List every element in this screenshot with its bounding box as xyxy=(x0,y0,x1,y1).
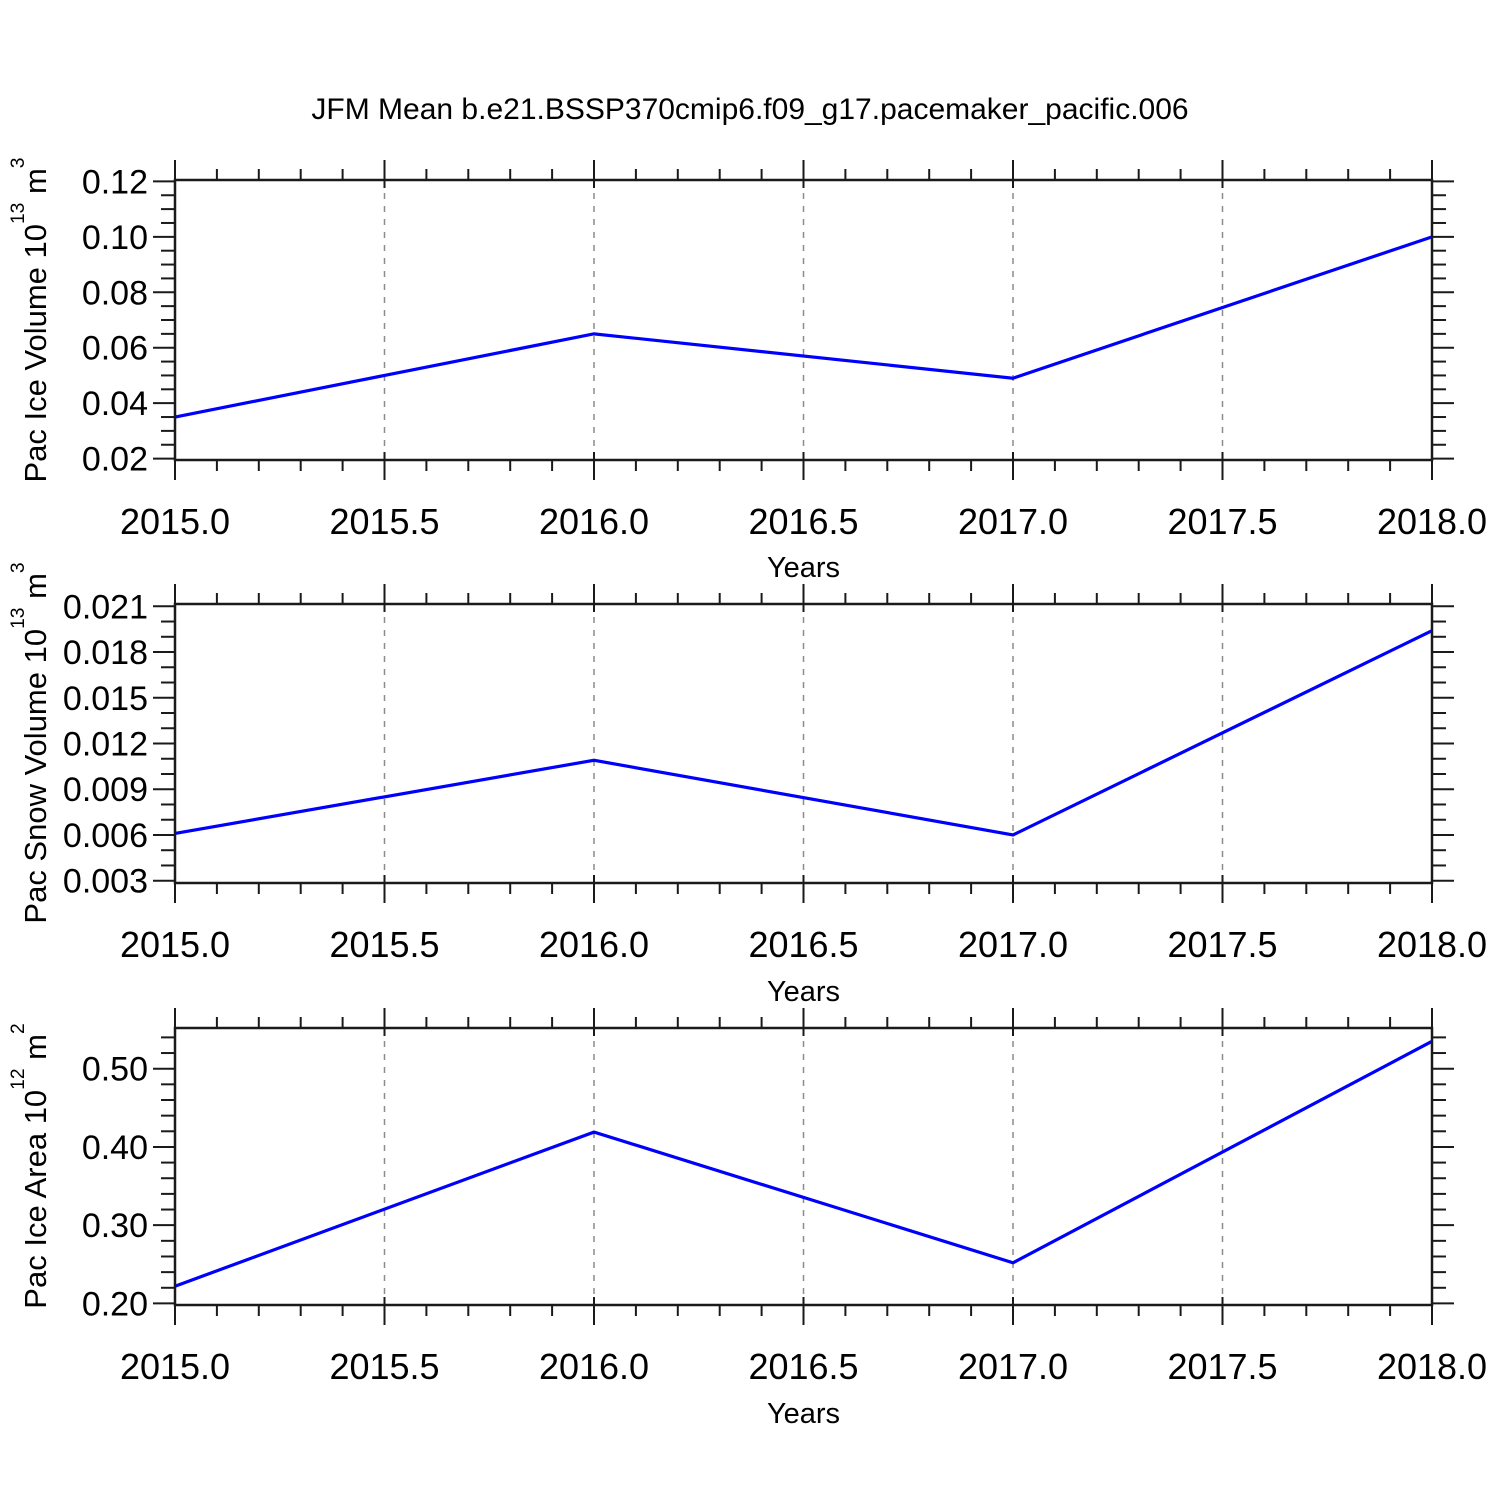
y-tick-label: 0.02 xyxy=(82,441,148,479)
y-tick-label: 0.021 xyxy=(63,588,148,626)
y-axis-title-exponent: 13 xyxy=(8,607,30,629)
chart-title: JFM Mean b.e21.BSSP370cmip6.f09_g17.pace… xyxy=(311,93,1189,126)
x-tick-label: 2015.5 xyxy=(329,924,439,965)
x-tick-label: 2015.0 xyxy=(120,501,230,542)
x-axis-title-years-panel1: Years xyxy=(766,552,841,584)
y-tick-label: 0.003 xyxy=(63,863,148,901)
y-axis-title-pac-ice-volume: Pac Ice Volume 1013 m3 xyxy=(8,158,54,483)
x-tick-label: 2017.0 xyxy=(958,501,1068,542)
y-axis-title-unit-exponent: 3 xyxy=(8,562,30,574)
y-tick-label: 0.006 xyxy=(63,817,148,855)
y-axis-title-text: Pac Ice Volume 10 xyxy=(18,224,53,483)
y-tick-label: 0.50 xyxy=(82,1051,148,1089)
x-axis-title-years-panel2: Years xyxy=(766,976,841,1008)
x-tick-label: 2017.0 xyxy=(958,924,1068,965)
data-line xyxy=(174,235,1433,419)
y-axis-title-exponent: 12 xyxy=(8,1068,30,1090)
x-axis-title-years-panel3: Years xyxy=(766,1398,841,1430)
x-tick-label: 2015.5 xyxy=(329,1346,439,1387)
y-tick-label: 0.04 xyxy=(82,385,148,423)
y-tick-label: 0.08 xyxy=(82,274,148,312)
x-tick-label: 2015.0 xyxy=(120,924,230,965)
data-line xyxy=(174,629,1433,837)
y-tick-label: 0.012 xyxy=(63,726,148,764)
y-tick-label: 0.06 xyxy=(82,330,148,368)
y-axis-title-text: Pac Ice Area 10 xyxy=(18,1089,53,1309)
y-axis-title-pac-snow-volume: Pac Snow Volume 1013 m3 xyxy=(8,562,54,924)
x-tick-label: 2018.0 xyxy=(1377,1346,1487,1387)
y-tick-label: 0.009 xyxy=(63,771,148,809)
y-axis-title-unit: m xyxy=(18,168,53,203)
y-tick-label: 0.015 xyxy=(63,680,148,718)
panel-pac-ice-area: 2015.0 2015.5 2016.0 2016.5 2017.0 2017.5 2018… xyxy=(82,1008,1487,1387)
y-axis-title-text: Pac Snow Volume 10 xyxy=(18,628,53,924)
x-tick-label: 2016.5 xyxy=(748,501,858,542)
x-tick-label: 2016.0 xyxy=(539,1346,649,1387)
x-tick-label: 2018.0 xyxy=(1377,924,1487,965)
x-tick-label: 2015.0 xyxy=(120,1346,230,1387)
y-axis-title-unit-exponent: 3 xyxy=(8,157,30,169)
y-tick-label: 0.30 xyxy=(82,1207,148,1245)
x-tick-label: 2016.0 xyxy=(539,924,649,965)
y-tick-label: 0.40 xyxy=(82,1129,148,1167)
data-line xyxy=(174,1039,1433,1288)
x-tick-label: 2016.0 xyxy=(539,501,649,542)
y-tick-label: 0.10 xyxy=(82,219,148,257)
x-tick-label: 2018.0 xyxy=(1377,501,1487,542)
x-tick-label: 2017.5 xyxy=(1167,501,1277,542)
x-tick-label: 2016.5 xyxy=(748,1346,858,1387)
x-tick-label: 2017.5 xyxy=(1167,924,1277,965)
y-axis-title-exponent: 13 xyxy=(8,202,30,224)
panel-pac-snow-volume: 2015.0 2015.5 2016.0 2016.5 2017.0 2017.5 2018… xyxy=(63,584,1487,965)
panel-pac-ice-volume: 2015.0 2015.5 2016.0 2016.5 2017.0 2017.5 2018… xyxy=(82,160,1487,542)
x-tick-label: 2015.5 xyxy=(329,501,439,542)
y-axis-title-pac-ice-area: Pac Ice Area 1012 m2 xyxy=(8,1023,54,1309)
y-axis-title-unit: m xyxy=(18,1034,53,1069)
x-tick-label: 2017.5 xyxy=(1167,1346,1277,1387)
x-tick-label: 2017.0 xyxy=(958,1346,1068,1387)
y-axis-title-unit-exponent: 2 xyxy=(8,1023,30,1034)
y-axis-title-unit: m xyxy=(18,573,53,608)
y-tick-label: 0.018 xyxy=(63,634,148,672)
y-tick-label: 0.12 xyxy=(82,163,148,201)
x-tick-label: 2016.5 xyxy=(748,924,858,965)
y-tick-label: 0.20 xyxy=(82,1285,148,1323)
